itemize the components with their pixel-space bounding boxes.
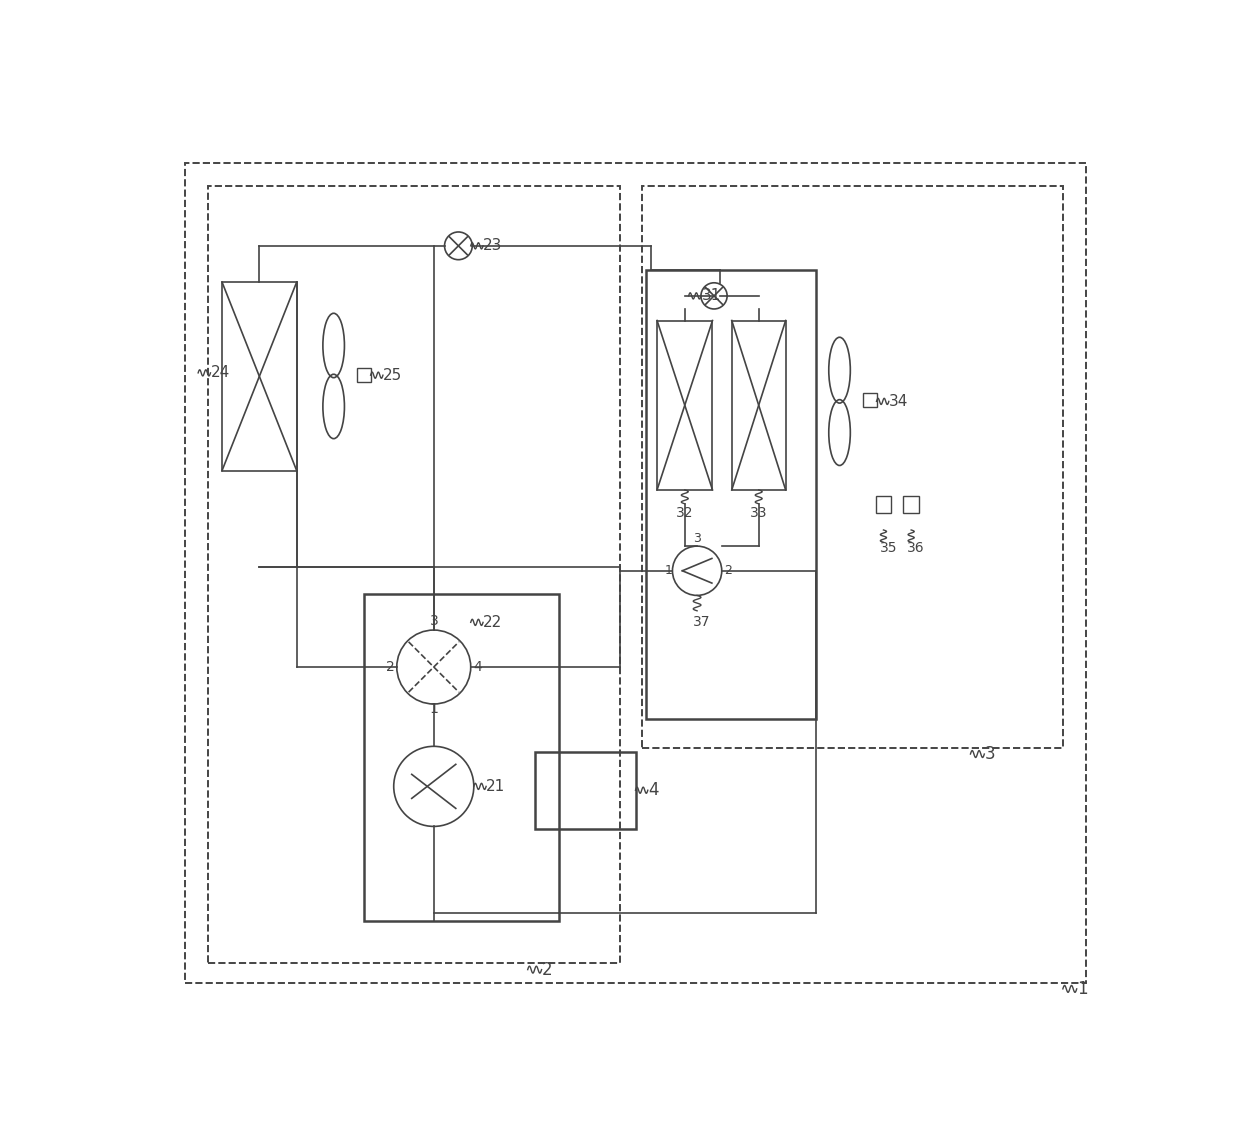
Bar — [222, 282, 296, 470]
Bar — [641, 185, 1063, 748]
Text: 3: 3 — [985, 745, 994, 763]
Bar — [357, 369, 371, 382]
Bar — [536, 752, 635, 829]
Text: 25: 25 — [383, 368, 402, 382]
Bar — [657, 320, 713, 490]
Text: 33: 33 — [749, 506, 768, 520]
Text: 23: 23 — [484, 239, 502, 253]
Bar — [863, 392, 877, 407]
Text: 3: 3 — [693, 532, 701, 545]
Text: 35: 35 — [879, 541, 897, 554]
Bar — [904, 497, 919, 513]
Text: 34: 34 — [889, 394, 908, 409]
Text: 2: 2 — [724, 564, 732, 577]
Text: 2: 2 — [386, 661, 394, 674]
Text: 36: 36 — [908, 541, 925, 554]
Text: 37: 37 — [693, 615, 711, 629]
Text: 32: 32 — [676, 506, 693, 520]
Text: 3: 3 — [430, 614, 439, 628]
Bar — [646, 270, 816, 719]
Text: 1: 1 — [430, 701, 439, 716]
Text: 21: 21 — [486, 779, 506, 794]
Text: 24: 24 — [211, 365, 229, 380]
Text: 4: 4 — [472, 661, 482, 674]
Bar — [732, 320, 786, 490]
Text: 1: 1 — [1076, 979, 1087, 998]
Text: 22: 22 — [484, 615, 502, 630]
Text: 31: 31 — [702, 288, 722, 303]
Text: 1: 1 — [665, 564, 672, 577]
Text: 2: 2 — [542, 960, 552, 978]
Bar — [875, 497, 892, 513]
Bar — [365, 594, 558, 921]
Text: 4: 4 — [647, 782, 658, 800]
Bar — [208, 185, 620, 964]
